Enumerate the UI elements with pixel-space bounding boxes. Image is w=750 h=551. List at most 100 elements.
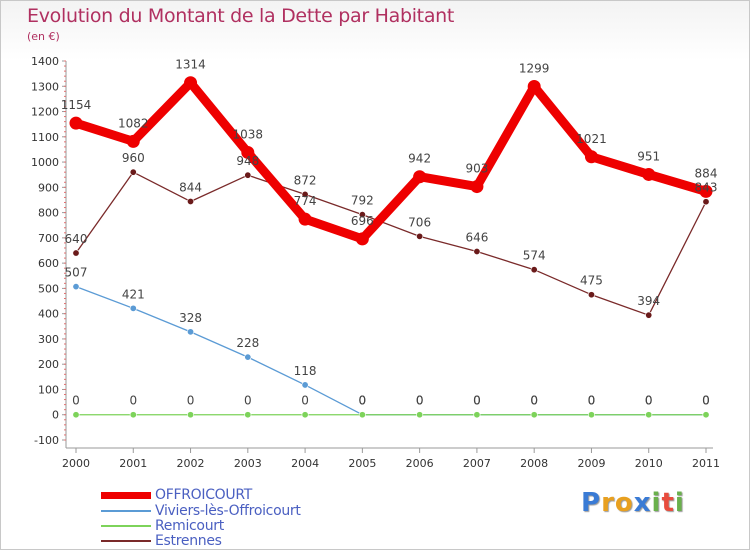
logo-letter: i	[651, 488, 662, 518]
data-point-viviers	[187, 328, 195, 336]
data-label-offroicourt: 1154	[61, 98, 92, 112]
y-tick-label: 1000	[31, 156, 59, 169]
y-tick-label: 1300	[31, 80, 59, 93]
data-label-estrennes: 646	[465, 231, 488, 245]
data-label-viviers: 118	[294, 364, 317, 378]
x-tick-label: 2010	[635, 457, 663, 470]
y-tick-label: 600	[38, 257, 59, 270]
y-tick-label: 100	[38, 383, 59, 396]
data-label-viviers: 0	[473, 394, 481, 408]
data-label-offroicourt: 942	[408, 152, 431, 166]
legend-swatch-offroicourt	[101, 492, 151, 499]
data-label-estrennes: 792	[351, 194, 374, 208]
data-label-offroicourt: 951	[637, 149, 660, 163]
data-label-offroicourt: 1299	[519, 62, 550, 76]
data-label-viviers: 0	[645, 394, 653, 408]
data-point-estrennes	[358, 211, 366, 219]
logo-letter: r	[601, 488, 615, 518]
series-line-viviers	[75, 285, 707, 416]
legend-swatch-viviers	[101, 510, 151, 512]
data-label-offroicourt: 774	[294, 194, 317, 208]
x-tick-label: 2000	[62, 457, 90, 470]
data-label-viviers: 421	[122, 287, 145, 301]
y-tick-label: 1400	[31, 55, 59, 68]
data-point-remicourt	[129, 411, 137, 419]
x-tick-label: 2008	[520, 457, 548, 470]
logo-letter: o	[614, 488, 634, 518]
series-line-estrennes	[75, 171, 707, 316]
data-label-remicourt: 0	[416, 394, 424, 408]
data-point-remicourt	[244, 411, 252, 419]
data-label-viviers: 228	[236, 336, 259, 350]
data-label-remicourt: 0	[702, 394, 710, 408]
legend-swatch-estrennes	[101, 540, 151, 542]
data-point-remicourt	[645, 411, 653, 419]
data-label-remicourt: 0	[244, 394, 252, 408]
x-tick-label: 2005	[348, 457, 376, 470]
data-point-offroicourt	[355, 232, 369, 246]
data-point-remicourt	[473, 411, 481, 419]
data-label-remicourt: 0	[301, 394, 309, 408]
data-point-estrennes	[129, 168, 137, 176]
logo-letter: t	[661, 488, 675, 518]
data-label-viviers: 0	[702, 394, 710, 408]
data-point-remicourt	[702, 411, 710, 419]
data-label-remicourt: 0	[72, 394, 80, 408]
x-tick-label: 2006	[406, 457, 434, 470]
data-point-estrennes	[587, 291, 595, 299]
data-label-estrennes: 574	[523, 249, 546, 263]
y-tick-label: 200	[38, 358, 59, 371]
data-point-estrennes	[530, 266, 538, 274]
x-tick-label: 2004	[291, 457, 319, 470]
y-tick-label: 800	[38, 207, 59, 220]
data-label-viviers: 328	[179, 311, 202, 325]
data-point-estrennes	[645, 311, 653, 319]
data-label-estrennes: 475	[580, 274, 603, 288]
x-tick-label: 2003	[234, 457, 262, 470]
data-label-estrennes: 872	[294, 173, 317, 187]
data-point-remicourt	[416, 411, 424, 419]
data-label-estrennes: 948	[236, 154, 259, 168]
data-point-remicourt	[187, 411, 195, 419]
data-point-viviers	[129, 304, 137, 312]
data-point-offroicourt	[126, 134, 140, 148]
series-line-offroicourt	[71, 78, 711, 244]
y-tick-label: 700	[38, 232, 59, 245]
data-point-offroicourt	[69, 116, 83, 130]
data-point-offroicourt	[642, 167, 656, 181]
data-label-remicourt: 0	[530, 394, 538, 408]
x-tick-label: 2001	[119, 457, 147, 470]
legend-label-remicourt: Remicourt	[155, 518, 224, 534]
data-label-remicourt: 0	[588, 394, 596, 408]
data-point-estrennes	[702, 198, 710, 206]
data-point-offroicourt	[184, 76, 198, 90]
data-point-offroicourt	[584, 150, 598, 164]
data-label-offroicourt: 884	[695, 166, 718, 180]
data-point-estrennes	[187, 197, 195, 205]
y-tick-label: 1100	[31, 131, 59, 144]
y-tick-label: 0	[52, 409, 59, 422]
legend-swatch-remicourt	[101, 525, 151, 527]
data-label-remicourt: 0	[187, 394, 195, 408]
data-point-viviers	[72, 283, 80, 291]
data-label-estrennes: 843	[695, 181, 718, 195]
data-label-estrennes: 844	[179, 180, 202, 194]
data-label-offroicourt: 1021	[576, 132, 607, 146]
data-point-offroicourt	[527, 80, 541, 94]
data-point-offroicourt	[699, 184, 713, 198]
y-tick-label: -100	[34, 434, 59, 447]
data-point-offroicourt	[413, 170, 427, 184]
data-point-estrennes	[416, 232, 424, 240]
x-tick-label: 2002	[177, 457, 205, 470]
legend-label-offroicourt: OFFROICOURT	[155, 487, 253, 503]
x-tick-label: 2009	[577, 457, 605, 470]
data-label-estrennes: 394	[637, 294, 660, 308]
data-label-estrennes: 706	[408, 215, 431, 229]
data-point-estrennes	[72, 249, 80, 257]
data-point-viviers	[301, 381, 309, 389]
chart-subtitle: (en €)	[27, 30, 60, 43]
x-tick-label: 2007	[463, 457, 491, 470]
data-point-remicourt	[587, 411, 595, 419]
